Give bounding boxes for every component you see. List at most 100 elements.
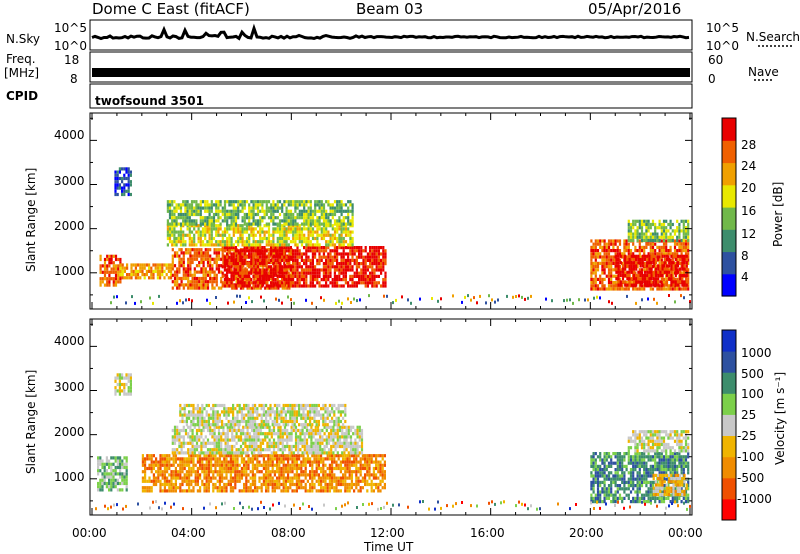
power-cell (171, 216, 174, 220)
velocity-cell (309, 489, 312, 493)
power-cell (303, 271, 306, 275)
velocity-cell (216, 470, 219, 474)
power-cell (325, 265, 328, 269)
velocity-cell (194, 482, 197, 487)
power-cell (364, 265, 367, 269)
velocity-cbar-tick: 100 (741, 387, 764, 401)
power-cell (658, 222, 661, 227)
velocity-cell (201, 460, 204, 464)
power-cell (228, 216, 231, 220)
power-cell (309, 243, 312, 247)
velocity-cell (174, 479, 177, 483)
power-cell (623, 287, 626, 291)
velocity-cell (364, 466, 367, 471)
velocity-cell (309, 473, 312, 477)
power-cell (267, 209, 271, 213)
power-cell (671, 252, 674, 256)
power-cell (272, 246, 275, 250)
power-cell (222, 260, 225, 265)
power-cell (316, 227, 319, 231)
power-cell (344, 209, 348, 213)
velocity-cell (265, 489, 268, 493)
power-cell (683, 270, 686, 274)
velocity-cell (97, 462, 100, 466)
power-cell (318, 252, 321, 256)
power-cell (179, 236, 183, 241)
power-cell (256, 219, 260, 223)
power-cell (265, 265, 268, 269)
power-cell (336, 246, 339, 250)
power-cell (119, 263, 122, 267)
power-cell (342, 222, 345, 226)
power-cell (156, 266, 159, 270)
power-cell (248, 209, 251, 213)
power-cell (101, 277, 104, 281)
power-cell (283, 224, 286, 228)
velocity-cell (381, 466, 384, 471)
velocity-cell (173, 425, 177, 429)
power-cell (685, 264, 688, 268)
power-cell (171, 224, 174, 228)
power-cell (261, 230, 264, 234)
power-cell (294, 233, 297, 237)
power-cell (274, 230, 277, 234)
power-cell (362, 281, 365, 285)
power-cell (195, 283, 199, 287)
power-cell (659, 280, 662, 284)
power-cell (108, 270, 111, 274)
power-cell (176, 254, 179, 258)
power-cell (638, 232, 641, 236)
power-cell (217, 200, 220, 204)
power-cell (673, 239, 677, 243)
power-cell (605, 265, 608, 269)
velocity-cell (223, 476, 226, 480)
velocity-cell (215, 435, 218, 439)
velocity-cell (359, 463, 362, 467)
power-cell (210, 233, 213, 237)
power-cell (245, 249, 248, 253)
power-cell (663, 267, 666, 271)
power-cell (347, 281, 350, 285)
power-cell (261, 271, 264, 275)
power-cell (179, 227, 183, 231)
power-cell (208, 209, 211, 213)
velocity-cell (282, 479, 285, 483)
velocity-cell (105, 456, 108, 460)
velocity-cell (379, 463, 382, 467)
power-cell (669, 232, 672, 236)
power-cell (270, 212, 273, 217)
power-cell (213, 270, 216, 274)
velocity-cell (189, 448, 192, 452)
velocity-cell (119, 469, 122, 473)
velocity-cell (105, 459, 108, 463)
power-cell (325, 278, 328, 282)
velocity-cell (188, 482, 191, 487)
velocity-cell (271, 457, 274, 461)
power-cell (226, 264, 229, 268)
velocity-cell (236, 457, 239, 461)
power-cell (674, 280, 677, 284)
power-y-tick: 2000 (54, 219, 85, 233)
power-cell (311, 233, 315, 237)
power-cell (228, 203, 231, 207)
power-cell (603, 284, 606, 288)
power-cell (231, 286, 234, 290)
power-cell (333, 268, 336, 272)
velocity-cell (311, 482, 314, 487)
power-cell (234, 268, 237, 272)
power-cell (681, 273, 684, 278)
power-scatter-cell (647, 297, 649, 301)
power-cell (665, 229, 668, 233)
power-cell (217, 209, 220, 213)
velocity-cell (199, 460, 202, 464)
power-cell (303, 206, 306, 210)
velocity-cell (168, 473, 171, 477)
velocity-cell (103, 472, 106, 476)
power-cell (278, 224, 282, 228)
velocity-cell (192, 486, 195, 490)
power-cell (112, 264, 115, 268)
power-cell (640, 245, 644, 249)
power-cell (234, 240, 238, 244)
power-cell (212, 212, 216, 217)
power-cell (687, 242, 690, 246)
